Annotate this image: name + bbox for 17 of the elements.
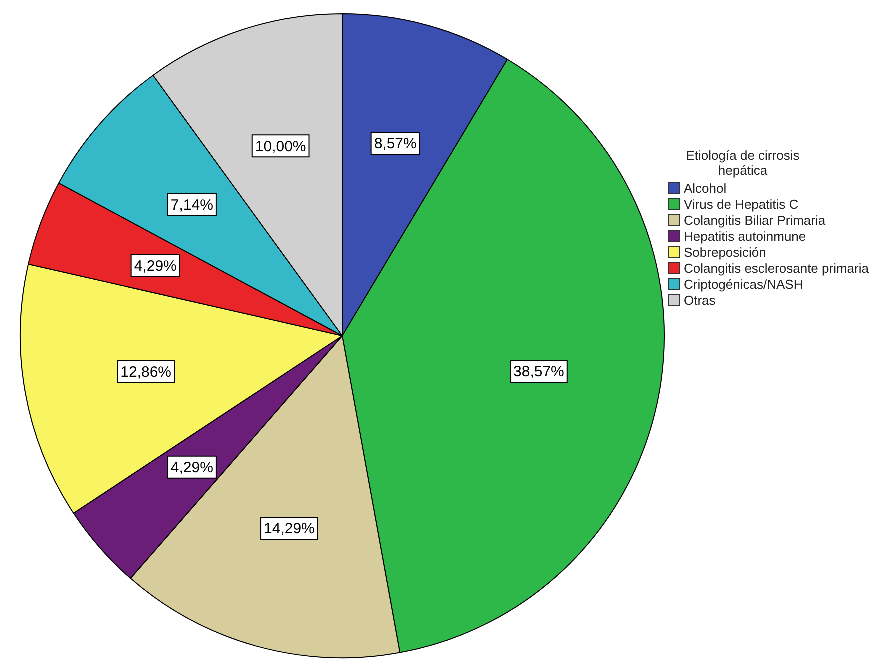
data-label: 4,29%: [134, 258, 177, 275]
legend-label: Colangitis Biliar Primaria: [684, 213, 826, 228]
data-label: 14,29%: [264, 520, 315, 538]
data-label: 7,14%: [170, 196, 214, 214]
data-label: 12,86%: [120, 364, 172, 381]
data-label: 38,57%: [514, 364, 564, 381]
data-label: 10,00%: [255, 138, 306, 156]
legend-label: Colangitis esclerosante primaria: [684, 261, 869, 276]
legend-label: Virus de Hepatitis C: [684, 197, 799, 212]
legend-label: Alcohol: [684, 181, 727, 196]
legend-label: Otras: [684, 293, 716, 308]
legend-label: Hepatitis autoinmune: [684, 229, 806, 244]
legend-label: Criptogénicas/NASH: [684, 277, 804, 292]
legend-label: Sobreposición: [684, 245, 766, 260]
data-label: 8,57%: [374, 136, 417, 153]
data-label: 4,29%: [170, 460, 214, 477]
legend-title: Etiología de cirrosis hepática: [685, 148, 801, 178]
